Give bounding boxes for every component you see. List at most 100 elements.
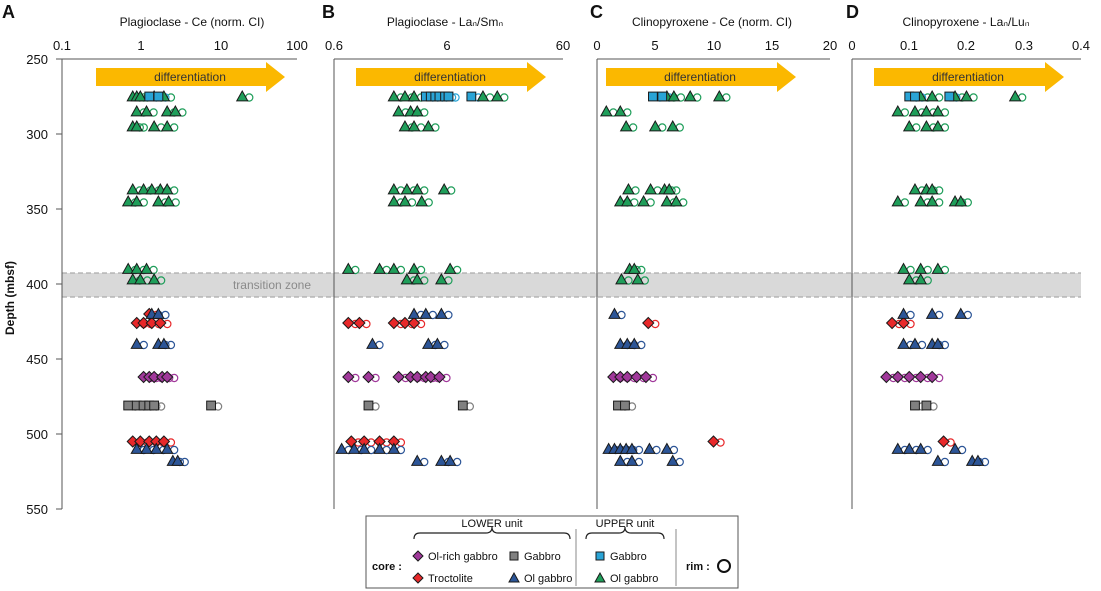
core-point-b xyxy=(407,316,421,330)
core-point-d xyxy=(937,435,950,448)
panel-letter-a: A xyxy=(2,2,15,22)
core-point-b xyxy=(407,307,421,319)
core-point-a xyxy=(235,89,249,102)
x-tick-d-4: 0.4 xyxy=(1072,38,1090,53)
x-tick-a-2: 10 xyxy=(214,38,228,53)
core-point-c xyxy=(669,194,683,207)
core-point-d xyxy=(960,89,973,102)
core-point-a xyxy=(144,91,155,102)
core-point-a xyxy=(137,182,150,195)
core-point-a xyxy=(160,182,174,195)
core-point-a xyxy=(145,182,159,195)
core-point-b xyxy=(335,442,349,454)
y-tick-450: 450 xyxy=(26,352,48,367)
legend-lower-label: LOWER unit xyxy=(461,518,522,530)
core-point-a xyxy=(157,337,171,349)
core-point-a xyxy=(126,182,140,195)
core-point-a xyxy=(169,104,182,117)
panel-letter-c: C xyxy=(590,2,603,22)
core-point-c xyxy=(648,119,662,132)
core-point-d xyxy=(897,307,910,319)
core-point-c xyxy=(662,182,676,195)
core-point-d xyxy=(925,89,939,102)
core-point-c xyxy=(620,194,634,207)
core-point-a xyxy=(147,272,161,285)
core-point-d xyxy=(931,119,945,132)
core-point-d xyxy=(891,104,905,117)
core-point-c xyxy=(637,194,650,207)
core-point-a xyxy=(130,119,144,132)
core-point-b xyxy=(415,194,429,207)
core-point-a xyxy=(160,370,174,384)
core-point-d xyxy=(931,262,945,274)
transition-zone-label: transition zone xyxy=(233,278,311,292)
legend-entry-gabbro-upper: Gabbro xyxy=(610,551,647,563)
core-point-a xyxy=(140,104,153,117)
core-point-a xyxy=(152,194,165,207)
core-point-c xyxy=(667,89,681,102)
core-point-a xyxy=(130,104,144,117)
legend-entry-ol-gabbro-lower: Ol gabbro xyxy=(524,573,572,585)
core-point-d xyxy=(914,194,928,207)
core-point-d xyxy=(908,104,922,117)
core-point-c xyxy=(648,91,658,102)
axes-layer xyxy=(56,58,1081,510)
legend-rim-marker xyxy=(717,559,731,573)
core-point-b xyxy=(407,262,421,274)
y-tick-400: 400 xyxy=(26,277,48,292)
core-point-c xyxy=(620,400,630,411)
core-point-c xyxy=(642,316,655,330)
core-point-a xyxy=(130,194,144,207)
core-point-d xyxy=(891,370,905,384)
core-point-b xyxy=(421,337,435,349)
core-point-d xyxy=(954,307,968,319)
core-point-b xyxy=(341,262,355,274)
core-point-a xyxy=(153,91,164,102)
core-point-c xyxy=(631,272,645,285)
core-point-a xyxy=(130,442,144,454)
core-point-b xyxy=(387,316,401,330)
core-point-a xyxy=(130,262,144,274)
core-point-d xyxy=(903,370,916,384)
core-point-b xyxy=(433,370,446,384)
legend-marker-2 xyxy=(509,551,519,561)
core-point-c xyxy=(608,307,621,319)
core-point-d xyxy=(971,454,985,466)
y-tick-500: 500 xyxy=(26,427,48,442)
core-point-b xyxy=(366,337,379,349)
core-point-b xyxy=(363,400,374,411)
legend-entry-ol-gabbro-upper: Ol gabbro xyxy=(610,573,658,585)
core-point-d xyxy=(908,337,922,349)
core-point-c xyxy=(660,194,674,207)
core-point-a xyxy=(147,370,161,384)
core-point-c xyxy=(622,182,635,195)
core-point-b xyxy=(400,272,414,285)
core-point-b xyxy=(476,89,490,102)
core-point-b xyxy=(410,454,424,466)
core-point-d xyxy=(931,337,945,349)
differentiation-label-b: differentiation xyxy=(414,70,486,84)
core-point-b xyxy=(443,454,457,466)
core-point-c xyxy=(683,89,697,102)
y-tick-550: 550 xyxy=(26,502,48,517)
differentiation-label-c: differentiation xyxy=(664,70,736,84)
core-point-c xyxy=(619,119,633,132)
core-point-c xyxy=(625,442,639,454)
panel-title-a: Plagioclase - Ce (norm. CI) xyxy=(120,15,265,29)
legend-marker-4 xyxy=(595,551,605,561)
core-point-b xyxy=(431,337,444,349)
core-point-d xyxy=(902,442,916,454)
core-point-c xyxy=(613,104,627,117)
panel-letter-b: B xyxy=(322,2,335,22)
core-point-d xyxy=(920,104,933,117)
core-point-c xyxy=(657,91,668,102)
core-point-a xyxy=(171,454,185,466)
core-point-a xyxy=(145,316,158,330)
core-point-d xyxy=(891,194,905,207)
core-point-b xyxy=(437,182,451,195)
core-point-b xyxy=(407,119,421,132)
legend-entry-ol-rich-gabbro: Ol-rich gabbro xyxy=(428,551,498,563)
core-point-d xyxy=(880,370,893,384)
core-point-d xyxy=(902,119,916,132)
core-point-b xyxy=(407,89,421,102)
